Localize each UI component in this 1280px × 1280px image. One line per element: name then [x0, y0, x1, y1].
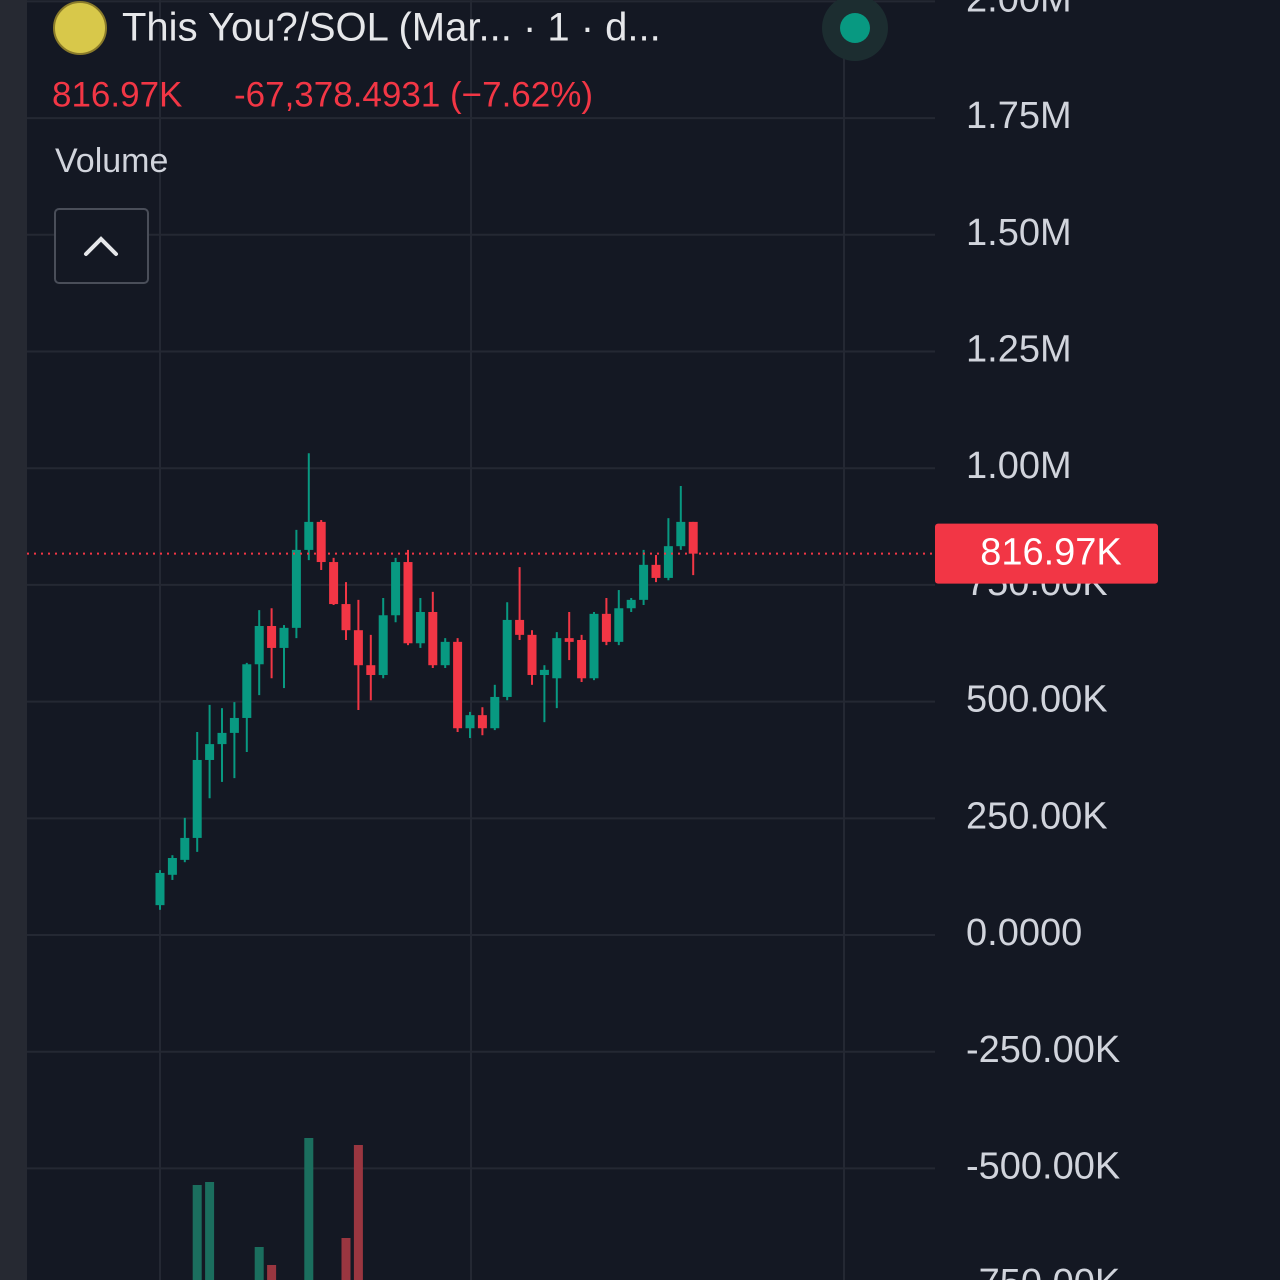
candle-body	[205, 744, 215, 760]
candle-body	[304, 521, 314, 550]
y-tick-label: 1.25M	[966, 329, 1072, 371]
change: -67,378.4931 (−7.62%)	[234, 75, 593, 114]
y-tick-label: 1.00M	[966, 445, 1072, 487]
candle-body	[639, 564, 649, 600]
candle-body	[167, 858, 177, 875]
plot	[27, 453, 935, 1280]
price-tag-label: 816.97K	[980, 532, 1122, 574]
collapse-button[interactable]	[54, 208, 149, 284]
price: 816.97K	[52, 75, 182, 114]
volume-bar	[267, 1265, 277, 1280]
chevron-icon	[84, 236, 118, 256]
candle-body	[626, 599, 636, 609]
candle-body	[229, 717, 239, 733]
candle-body	[217, 732, 227, 745]
y-tick-label: -500.00K	[966, 1145, 1120, 1187]
candle-body	[453, 641, 463, 729]
candle-body	[502, 619, 512, 697]
y-tick-label: 2.00M	[966, 0, 1072, 20]
y-tick-label: 500.00K	[966, 679, 1108, 721]
candle-body	[378, 615, 388, 676]
candle-body	[353, 630, 363, 666]
y-axis: -750.00K -500.00K -250.00K 0.0000 250.00K 500…	[935, 0, 1158, 1280]
candle-body	[539, 669, 549, 676]
candle-body	[465, 715, 475, 729]
candle-body	[254, 625, 264, 665]
volume-bar	[205, 1182, 215, 1280]
candle-body	[403, 562, 413, 644]
y-tick-label: 0.0000	[966, 912, 1082, 954]
candle-body	[391, 562, 401, 616]
volume-bar	[254, 1247, 264, 1280]
y-tick-label: -750.00K	[966, 1262, 1120, 1280]
volume-bar	[341, 1238, 351, 1280]
candle-body	[180, 837, 190, 860]
candle-body	[527, 634, 537, 676]
candle-body	[440, 641, 450, 666]
volume-bar	[192, 1185, 202, 1280]
candle-body	[415, 611, 425, 644]
candle-body	[279, 627, 289, 648]
candle-body	[515, 619, 525, 635]
candle-body	[614, 608, 624, 642]
candle-body	[651, 564, 661, 578]
y-tick-label: 250.00K	[966, 795, 1108, 837]
candle-body	[341, 604, 351, 631]
candle-body	[477, 715, 487, 729]
candle-body	[589, 613, 599, 679]
candle-body	[676, 521, 686, 547]
candle-body	[564, 638, 574, 642]
candle-body	[601, 613, 611, 642]
candle-body	[192, 759, 202, 838]
token-icon	[53, 1, 107, 55]
volume-bar	[304, 1138, 314, 1280]
candle-body	[490, 696, 500, 729]
candle-body	[329, 562, 339, 605]
volume-bar	[353, 1145, 363, 1280]
y-tick-label: 1.75M	[966, 95, 1072, 137]
price-tag	[935, 523, 1158, 584]
chart-title: This You?/SOL (Mar... · 1 · d...	[122, 6, 661, 50]
left-strip	[0, 0, 27, 1280]
candle-body	[577, 640, 587, 679]
status-dot	[840, 13, 870, 43]
candle-body	[155, 872, 165, 906]
candle-body	[428, 611, 438, 666]
candle-body	[316, 521, 326, 563]
y-tick-label: -250.00K	[966, 1029, 1120, 1071]
candle-body	[242, 664, 252, 718]
candle-body	[688, 521, 698, 554]
header: This You?/SOL (Mar... · 1 · d... 816.97K…	[52, 0, 888, 284]
candle-body	[552, 638, 562, 679]
candle-body	[291, 549, 301, 628]
candle-body	[663, 546, 673, 578]
y-tick-label: 1.50M	[966, 212, 1072, 254]
candle-body	[267, 625, 277, 648]
candle-body	[366, 665, 376, 676]
grid	[27, 0, 935, 1280]
volume-label: Volume	[55, 142, 168, 180]
